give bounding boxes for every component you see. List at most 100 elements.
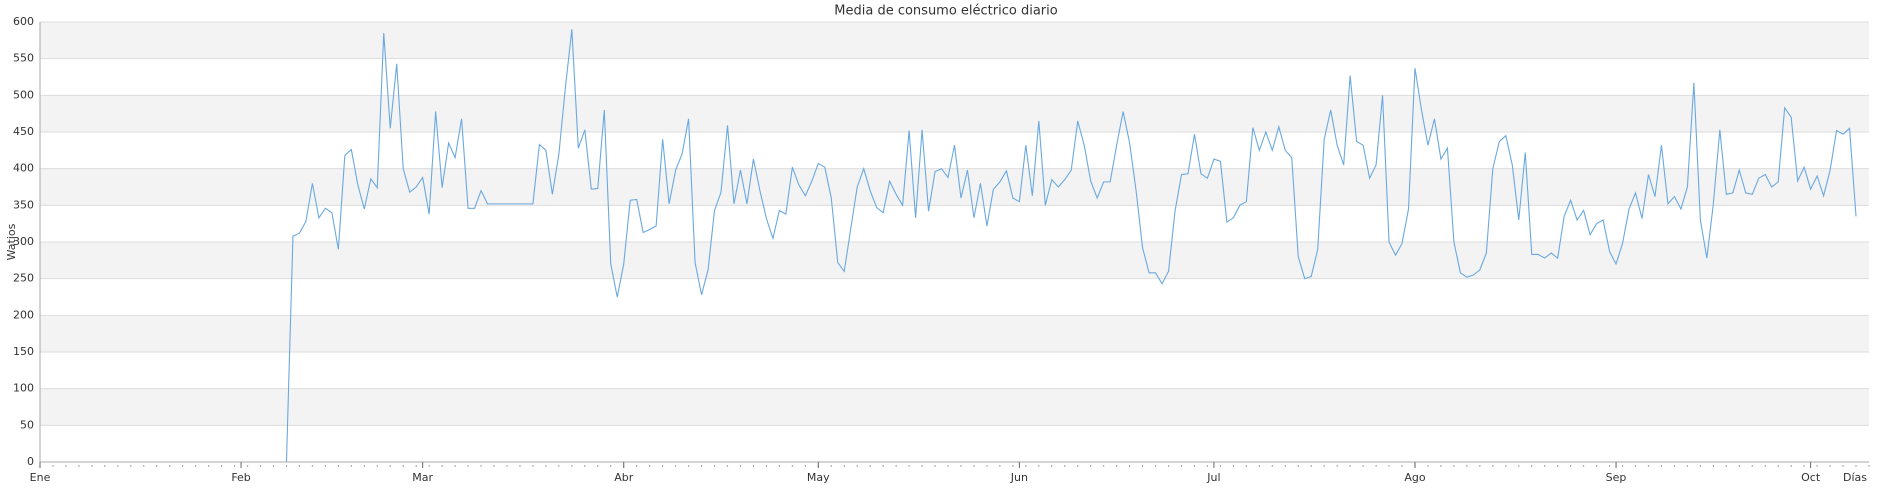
minor-tick bbox=[1297, 465, 1299, 467]
x-tick-label: Jul bbox=[1206, 471, 1220, 484]
minor-tick bbox=[1492, 465, 1494, 467]
minor-tick bbox=[415, 465, 417, 467]
minor-tick bbox=[65, 465, 67, 467]
minor-tick bbox=[376, 465, 378, 467]
minor-tick bbox=[1686, 465, 1689, 467]
minor-tick bbox=[1479, 465, 1481, 467]
minor-tick bbox=[428, 465, 430, 467]
minor-tick bbox=[934, 465, 936, 467]
minor-tick bbox=[1012, 465, 1014, 467]
minor-tick bbox=[1518, 465, 1520, 467]
minor-tick bbox=[194, 465, 197, 467]
minor-tick bbox=[363, 465, 365, 467]
x-tick-label: Jun bbox=[1010, 471, 1028, 484]
minor-tick bbox=[1362, 465, 1364, 467]
y-tick-label: 600 bbox=[13, 15, 34, 28]
minor-tick bbox=[1790, 465, 1792, 467]
minor-tick bbox=[1738, 465, 1740, 467]
minor-tick bbox=[1284, 465, 1286, 467]
minor-tick bbox=[1453, 465, 1455, 467]
y-tick-label: 300 bbox=[13, 235, 34, 248]
minor-tick bbox=[830, 465, 832, 467]
grid-band bbox=[40, 22, 1869, 59]
minor-tick bbox=[571, 465, 573, 467]
minor-tick bbox=[480, 465, 482, 467]
minor-tick bbox=[1725, 465, 1728, 467]
y-tick-label: 500 bbox=[13, 88, 34, 101]
minor-tick bbox=[804, 465, 807, 467]
minor-tick bbox=[1388, 465, 1390, 467]
minor-tick bbox=[1206, 465, 1209, 467]
grid-band bbox=[40, 168, 1869, 206]
minor-tick bbox=[1323, 465, 1325, 467]
minor-tick bbox=[1855, 465, 1857, 467]
minor-tick bbox=[1842, 465, 1844, 467]
minor-tick bbox=[635, 465, 638, 467]
minor-tick bbox=[1051, 465, 1053, 467]
minor-tick bbox=[1764, 465, 1766, 467]
minor-tick bbox=[1167, 465, 1170, 467]
minor-tick bbox=[1647, 465, 1650, 467]
minor-tick bbox=[1751, 465, 1753, 467]
x-tick-label: Ene bbox=[30, 471, 51, 484]
minor-tick bbox=[856, 465, 858, 467]
minor-tick bbox=[986, 465, 988, 467]
grid-band bbox=[40, 388, 1869, 426]
grid-band bbox=[40, 315, 1869, 352]
minor-tick bbox=[960, 465, 962, 467]
chart-title: Media de consumo eléctrico diario bbox=[834, 4, 1057, 19]
minor-tick bbox=[52, 465, 54, 467]
minor-tick bbox=[1569, 465, 1572, 467]
minor-tick bbox=[181, 465, 184, 467]
minor-tick bbox=[1038, 465, 1040, 467]
minor-tick bbox=[1025, 465, 1027, 467]
minor-tick bbox=[1595, 465, 1598, 467]
minor-tick bbox=[597, 465, 599, 467]
y-axis-label: Watios bbox=[5, 223, 18, 260]
minor-tick bbox=[973, 465, 975, 467]
minor-tick bbox=[674, 465, 677, 467]
minor-tick bbox=[908, 465, 910, 467]
minor-tick bbox=[1531, 465, 1533, 467]
minor-tick bbox=[1699, 465, 1702, 467]
minor-tick bbox=[661, 465, 664, 467]
minor-tick bbox=[1466, 465, 1468, 467]
y-tick-label: 200 bbox=[13, 308, 34, 321]
minor-tick bbox=[91, 465, 93, 467]
minor-tick bbox=[1102, 465, 1105, 467]
minor-tick bbox=[1829, 465, 1831, 467]
y-tick-label: 100 bbox=[13, 382, 34, 395]
minor-tick bbox=[1232, 465, 1235, 467]
minor-tick bbox=[532, 465, 534, 467]
y-tick-label: 250 bbox=[13, 272, 34, 285]
minor-tick bbox=[467, 465, 469, 467]
minor-tick bbox=[285, 465, 288, 467]
y-tick-label: 550 bbox=[13, 52, 34, 65]
minor-tick bbox=[1336, 465, 1338, 467]
minor-tick bbox=[1621, 465, 1624, 467]
grid-band bbox=[40, 95, 1869, 132]
minor-tick bbox=[454, 465, 456, 467]
minor-tick bbox=[117, 465, 119, 467]
minor-tick bbox=[1310, 465, 1312, 467]
minor-tick bbox=[558, 465, 560, 467]
minor-tick bbox=[921, 465, 923, 467]
minor-tick bbox=[272, 465, 275, 467]
minor-tick bbox=[1219, 465, 1222, 467]
minor-tick bbox=[1608, 465, 1611, 467]
minor-tick bbox=[999, 465, 1001, 467]
y-tick-label: 150 bbox=[13, 345, 34, 358]
minor-tick bbox=[791, 465, 794, 467]
minor-tick bbox=[765, 465, 768, 467]
x-tick-label: Abr bbox=[614, 471, 634, 484]
minor-tick bbox=[324, 465, 327, 467]
minor-tick bbox=[726, 465, 729, 467]
minor-tick bbox=[1582, 465, 1585, 467]
minor-tick bbox=[143, 465, 145, 467]
minor-tick bbox=[233, 465, 236, 467]
minor-tick bbox=[1128, 465, 1131, 467]
minor-tick bbox=[843, 465, 845, 467]
minor-tick bbox=[1258, 465, 1261, 467]
minor-tick bbox=[1816, 465, 1818, 467]
minor-tick bbox=[752, 465, 755, 467]
